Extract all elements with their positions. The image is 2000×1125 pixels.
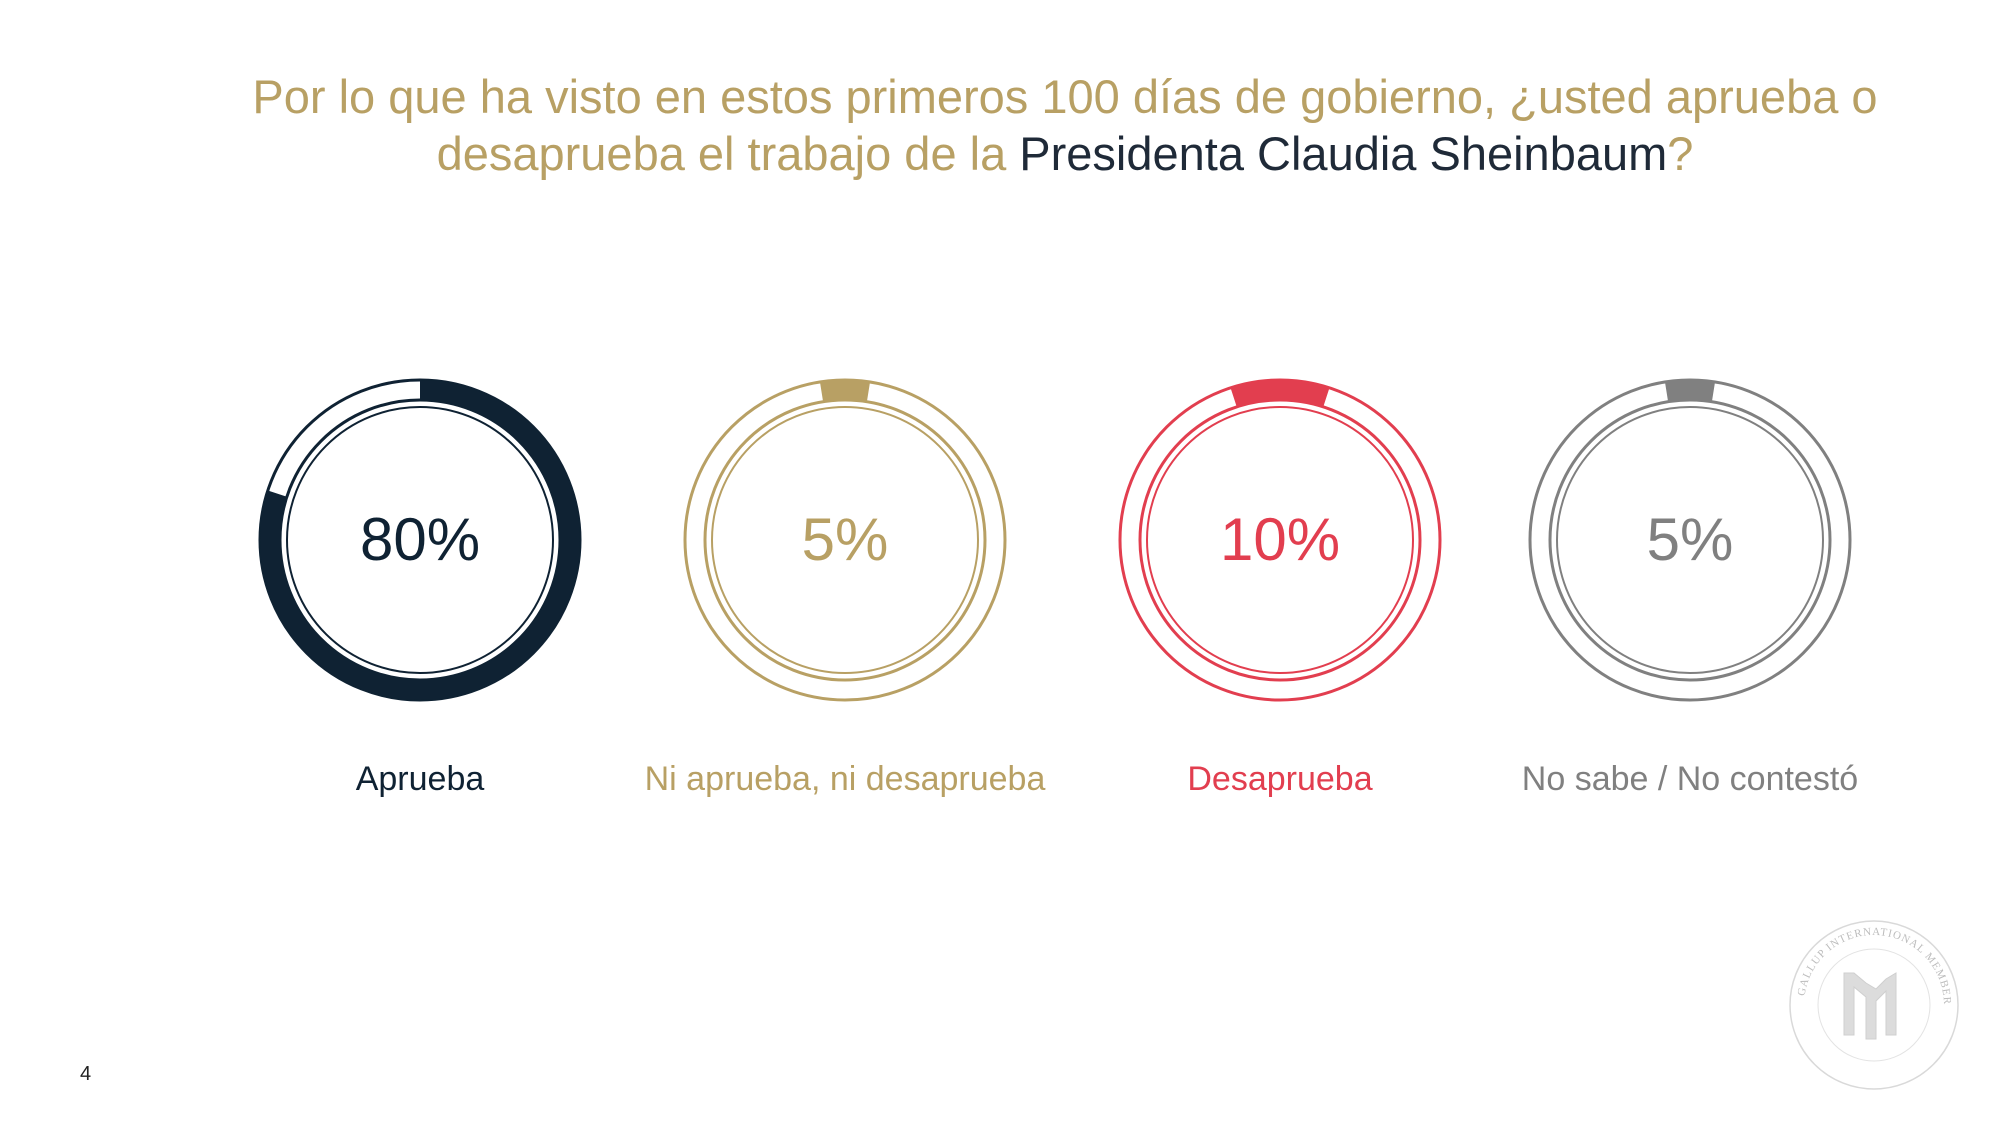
donut-value-label: 5% [802, 506, 889, 573]
donut-inner-ring [703, 398, 987, 682]
donut-value-label: 5% [1647, 506, 1734, 573]
donut-inner-thin-ring [1556, 406, 1824, 674]
donut-category-label: Aprueba [356, 760, 485, 798]
donut-3: 10% Desaprueba [1118, 378, 1442, 798]
donut-inner-thin-ring [286, 406, 554, 674]
donut-value-label: 10% [1220, 506, 1340, 573]
donut-value-arc [1230, 380, 1330, 407]
donut-value-arc [260, 380, 580, 700]
donut-category-label: Ni aprueba, ni desaprueba [645, 760, 1046, 798]
donut-2: 5% Ni aprueba, ni desaprueba [645, 378, 1046, 798]
company-seal-logo: GALLUP INTERNATIONAL MEMBER [1789, 920, 1959, 1090]
donut-value-arc [819, 380, 871, 402]
donut-inner-thin-ring [711, 406, 979, 674]
donut-value-arc [1664, 380, 1716, 402]
title-highlight: Presidenta Claudia Sheinbaum [1019, 127, 1668, 180]
donut-category-label: No sabe / No contestó [1522, 760, 1858, 798]
chart-title: Por lo que ha visto en estos primeros 10… [230, 68, 1900, 182]
donut-inner-ring [1138, 398, 1422, 682]
donut-1: 80% Aprueba [258, 378, 582, 798]
title-text: Por lo que ha visto en estos primeros 10… [252, 70, 1878, 180]
donut-category-label: Desaprueba [1187, 760, 1372, 798]
donut-4: 5% No sabe / No contestó [1522, 378, 1858, 798]
title-end: ? [1667, 127, 1694, 180]
donut-value-label: 80% [360, 506, 480, 573]
page-number: 4 [80, 1063, 92, 1085]
donut-inner-thin-ring [1146, 406, 1414, 674]
donut-inner-ring [1548, 398, 1832, 682]
